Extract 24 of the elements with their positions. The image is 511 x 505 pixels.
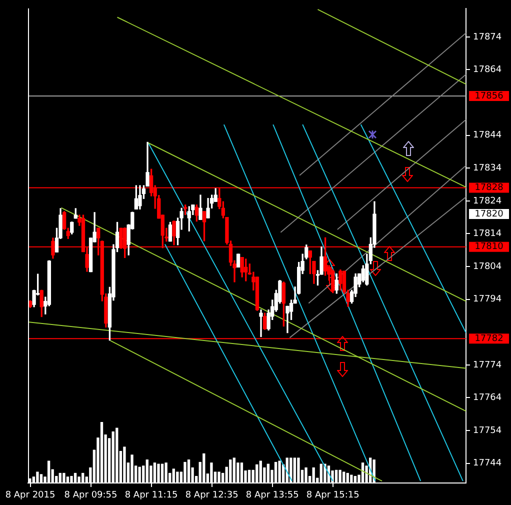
ref-line-label: 17828	[474, 183, 504, 194]
y-tick-label: 17814	[473, 229, 502, 240]
y-tick-label: 17824	[473, 196, 502, 206]
y-tick-label: 17744	[473, 458, 502, 469]
x-tick-label: 8 Apr 11:15	[124, 490, 178, 501]
x-tick-label: 8 Apr 12:35	[185, 490, 238, 501]
ref-line-label: 17782	[474, 334, 504, 344]
ref-line-label: 17856	[474, 91, 504, 102]
y-tick-label: 17764	[473, 393, 502, 404]
y-tick-label: 17844	[473, 130, 502, 141]
candlestick	[236, 254, 240, 268]
y-tick-label: 17864	[473, 65, 502, 76]
x-tick-label: 8 Apr 09:55	[64, 490, 118, 501]
y-tick-label: 17774	[473, 360, 502, 370]
y-tick-label: 17874	[473, 32, 502, 42]
ref-line-label: 17810	[474, 242, 504, 252]
text: 17820	[474, 209, 504, 220]
y-tick-label: 17804	[473, 262, 502, 272]
y-tick-label: 17754	[473, 426, 502, 436]
x-tick-label: 8 Apr 2015	[5, 490, 56, 501]
x-tick-label: 8 Apr 13:55	[246, 490, 299, 501]
x-tick-label: 8 Apr 15:15	[306, 490, 360, 501]
y-tick-label: 17794	[473, 294, 502, 305]
y-tick-label: 17834	[473, 163, 502, 174]
